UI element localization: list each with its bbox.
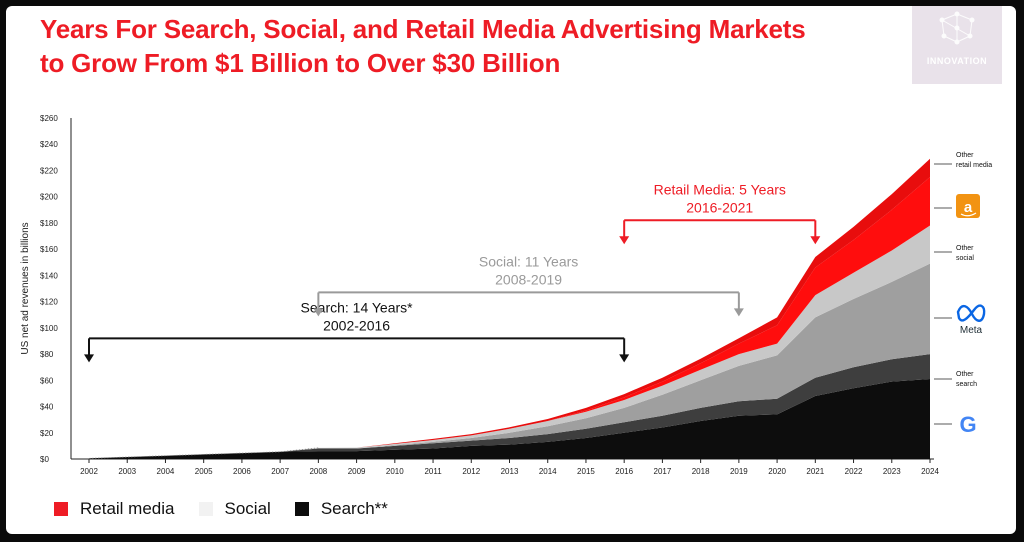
annotation-search-line1: Search: 14 Years* <box>301 299 414 315</box>
x-tick-label: 2017 <box>654 467 672 476</box>
y-tick-label: $0 <box>40 455 49 464</box>
chart-title: Years For Search, Social, and Retail Med… <box>40 12 806 80</box>
y-tick-label: $160 <box>40 245 58 254</box>
annotation-search-line2: 2002-2016 <box>323 317 390 333</box>
x-tick-label: 2002 <box>80 467 98 476</box>
meta-label: Meta <box>960 325 983 336</box>
meta-logo-icon <box>956 304 986 322</box>
amazon-icon <box>956 194 980 218</box>
y-tick-label: $60 <box>40 376 54 385</box>
legend-item-search: Search** <box>294 499 388 519</box>
x-tick-label: 2021 <box>806 467 824 476</box>
title-line-2: to Grow From $1 Billion to Over $30 Bill… <box>40 48 561 78</box>
bracket-social-arrow-icon <box>313 308 324 317</box>
y-tick-label: $100 <box>40 324 58 333</box>
label-other-social-2: social <box>956 255 974 262</box>
y-tick-label: $20 <box>40 429 54 438</box>
x-tick-label: 2020 <box>768 467 786 476</box>
x-tick-label: 2004 <box>157 467 175 476</box>
annotation-retail-line1: Retail Media: 5 Years <box>654 181 786 197</box>
x-tick-label: 2003 <box>118 467 136 476</box>
y-tick-label: $180 <box>40 219 58 228</box>
area-meta <box>89 263 930 459</box>
legend-item-retail: Retail media <box>54 499 175 519</box>
brain-network-icon <box>939 11 975 45</box>
y-tick-label: $120 <box>40 298 58 307</box>
google-logo-icon: G <box>959 412 976 437</box>
legend-swatch-retail <box>54 502 68 516</box>
x-tick-label: 2019 <box>730 467 748 476</box>
x-tick-label: 2009 <box>348 467 366 476</box>
x-tick-label: 2010 <box>386 467 404 476</box>
label-other-search-1: Other <box>956 371 974 378</box>
y-tick-label: $40 <box>40 403 54 412</box>
bracket-search-arrow-icon <box>84 354 94 363</box>
legend-swatch-social <box>198 502 213 516</box>
x-tick-label: 2008 <box>309 467 327 476</box>
legend-swatch-search <box>294 502 309 516</box>
y-tick-label: $140 <box>40 271 58 280</box>
x-tick-label: 2005 <box>195 467 213 476</box>
x-tick-label: 2023 <box>883 467 901 476</box>
innovation-logo: INNOVATION <box>912 6 1002 84</box>
x-tick-label: 2024 <box>921 467 939 476</box>
legend-label-search: Search** <box>320 499 388 518</box>
y-tick-label: $220 <box>40 166 58 175</box>
x-tick-label: 2011 <box>424 467 442 476</box>
x-tick-label: 2016 <box>615 467 633 476</box>
label-other-retail-media-1: Other <box>956 152 974 159</box>
stacked-area-chart: $0 $20 $40 $60 $80 $100 $120 $140 $160 $180 $200 $2… <box>20 114 992 476</box>
legend-label-social: Social <box>224 499 271 518</box>
label-other-social-1: Other <box>956 245 974 252</box>
y-tick-label: $80 <box>40 350 54 359</box>
early-years-dotted-line <box>88 447 319 459</box>
x-tick-label: 2022 <box>845 467 863 476</box>
label-other-search-2: search <box>956 381 977 388</box>
bracket-retail-arrow-icon <box>810 236 821 245</box>
x-tick-label: 2014 <box>539 467 557 476</box>
x-tick-label: 2013 <box>501 467 519 476</box>
amazon-smile-icon <box>960 212 977 217</box>
amazon-icon-letter: a <box>964 199 973 216</box>
bracket-social-arrow-icon <box>733 308 744 317</box>
innovation-label: INNOVATION <box>926 56 988 66</box>
y-tick-label: $200 <box>40 193 58 202</box>
bracket-retail-arrow-icon <box>619 236 630 245</box>
x-tick-label: 2018 <box>692 467 710 476</box>
bracket-search-arrow-icon <box>619 354 630 363</box>
area-google <box>89 379 930 459</box>
label-other-retail-media-2: retail media <box>956 162 992 169</box>
legend: Retail media Social Search** <box>54 498 412 520</box>
chart-frame: Years For Search, Social, and Retail Med… <box>6 6 1016 534</box>
annotation-social-line2: 2008-2019 <box>495 271 562 287</box>
annotation-retail-line2: 2016-2021 <box>686 199 753 215</box>
area-other-search <box>89 354 930 459</box>
legend-item-social: Social <box>198 499 271 519</box>
x-tick-label: 2015 <box>577 467 595 476</box>
x-tick-label: 2007 <box>271 467 289 476</box>
y-tick-label: $260 <box>40 114 58 123</box>
legend-label-retail: Retail media <box>80 499 175 518</box>
y-tick-label: $240 <box>40 140 58 149</box>
y-axis-label: US net ad revenues in billions <box>20 222 31 354</box>
x-tick-label: 2006 <box>233 467 251 476</box>
title-line-1: Years For Search, Social, and Retail Med… <box>40 14 806 44</box>
x-tick-label: 2012 <box>462 467 480 476</box>
annotation-social-line1: Social: 11 Years <box>479 253 578 269</box>
